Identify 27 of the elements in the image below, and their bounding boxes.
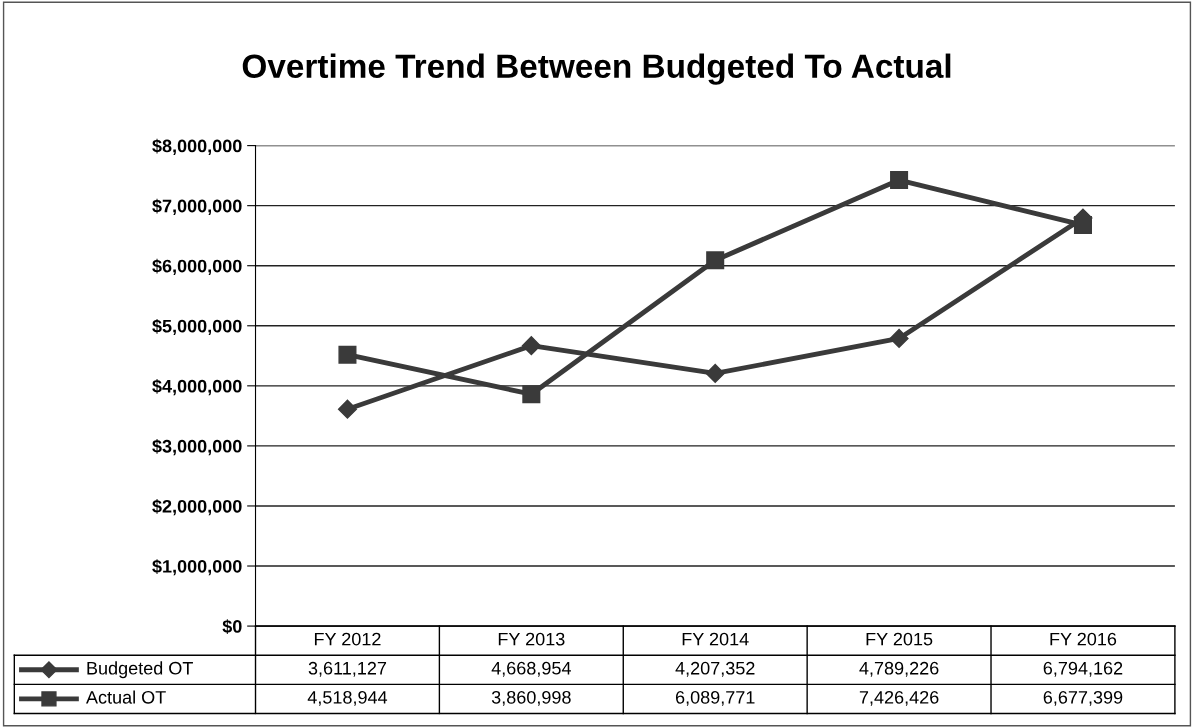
y-tick-label: $0 [222, 619, 242, 634]
y-tick-label: $1,000,000 [152, 559, 242, 576]
y-tick-label: $6,000,000 [152, 258, 242, 276]
x-tick-label: FY 2014 [682, 632, 749, 646]
data-label: 6,794,162 [1043, 661, 1123, 677]
y-tick-label: $7,000,000 [152, 198, 242, 215]
data-label: 3,611,127 [308, 661, 387, 677]
y-tick-label: $2,000,000 [152, 499, 242, 516]
x-tick-label: FY 2012 [314, 632, 381, 646]
data-label: 6,677,399 [1043, 690, 1123, 706]
y-tick-label: $3,000,000 [152, 439, 242, 456]
data-label: 3,860,998 [491, 690, 571, 706]
y-tick-label: $5,000,000 [152, 318, 242, 336]
data-label: 4,518,944 [307, 690, 388, 706]
chart-title: Overtime Trend Between Budgeted To Actual [242, 53, 951, 85]
y-tick-label: $8,000,000 [152, 138, 242, 155]
legend-label: Budgeted OT [87, 661, 193, 679]
data-label: 4,789,226 [859, 661, 939, 677]
data-label: 6,089,771 [675, 690, 755, 706]
data-label: 7,426,426 [859, 690, 939, 706]
x-tick-label: FY 2016 [1050, 632, 1117, 646]
data-label: 4,207,352 [675, 661, 755, 677]
y-tick-label: $4,000,000 [152, 378, 242, 396]
x-tick-label: FY 2013 [498, 632, 565, 646]
legend-label: Actual OT [86, 690, 166, 704]
x-tick-label: FY 2015 [866, 632, 933, 646]
data-label: 4,668,954 [491, 661, 571, 677]
